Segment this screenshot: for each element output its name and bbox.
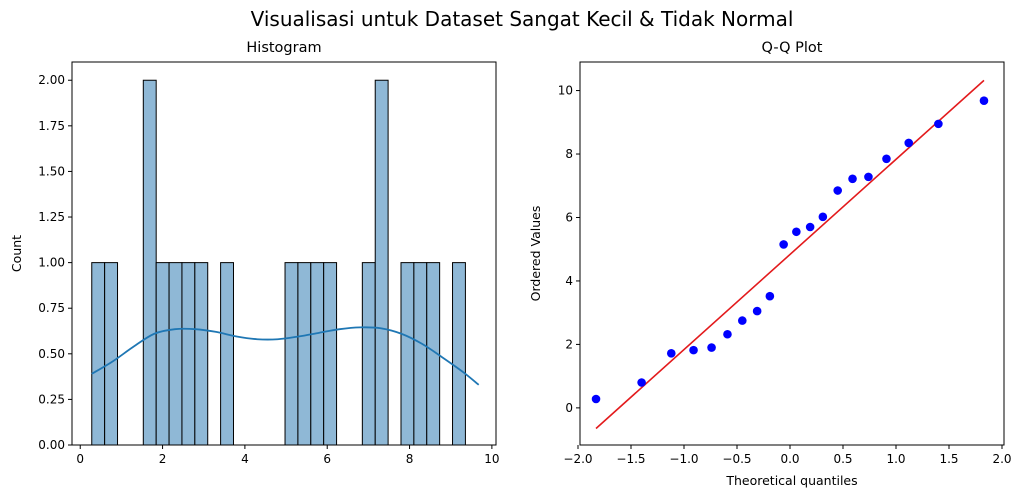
qq-plot-xtick-label: 2.0 <box>992 452 1011 466</box>
histogram-bar <box>181 262 196 446</box>
qq-plot-ytick-label: 0 <box>565 401 573 415</box>
histogram-xtick-label: 6 <box>323 452 331 466</box>
qq-plot-point <box>979 96 989 106</box>
qq-plot-xtick-label: 1.5 <box>939 452 958 466</box>
qq-plot-xtick-label: 1.0 <box>886 452 905 466</box>
histogram-ytick-label: 0.00 <box>38 438 65 452</box>
histogram-bar <box>400 262 415 446</box>
histogram-ytick-label: 1.50 <box>38 164 65 178</box>
qq-plot-xtick-label: −1.5 <box>616 452 645 466</box>
figure-suptitle: Visualisasi untuk Dataset Sangat Kecil &… <box>251 7 794 31</box>
histogram-ytick-label: 0.50 <box>38 347 65 361</box>
qq-plot-ytick-label: 6 <box>565 210 573 224</box>
qq-plot-xtick-label: −2.0 <box>563 452 592 466</box>
histogram-ytick-label: 1.00 <box>38 256 65 270</box>
histogram-xtick-label: 0 <box>76 452 84 466</box>
histogram-bar <box>297 262 312 446</box>
histogram-xtick-label: 4 <box>241 452 249 466</box>
histogram-bar <box>413 262 428 446</box>
qq-plot-point <box>637 378 646 387</box>
qq-plot-xticks: −2.0 −1.5 −1.0 −0.5 0.0 0.5 1.0 1.5 2.0 <box>563 445 1012 466</box>
qq-plot-point <box>752 306 762 316</box>
qq-plot-point <box>723 329 732 339</box>
histogram-bar <box>374 79 389 446</box>
qq-plot-ytick-label: 4 <box>565 274 573 288</box>
qq-plot-points <box>591 96 989 404</box>
qq-plot-xtick-label: 0.0 <box>780 452 799 466</box>
qq-plot-xlabel: Theoretical quantiles <box>725 473 857 488</box>
qq-plot-point <box>864 172 873 182</box>
histogram-bar <box>361 262 376 446</box>
histogram-xtick-label: 8 <box>406 452 414 466</box>
histogram-bar <box>91 262 106 446</box>
histogram-ytick-label: 1.75 <box>38 119 65 133</box>
qq-plot-point <box>882 154 891 164</box>
histogram-bar <box>310 262 325 446</box>
histogram-yticks: 0.00 0.25 0.50 0.75 1.00 1.25 1.50 1.75 2.00 <box>38 73 72 452</box>
histogram-kde-line <box>91 326 480 386</box>
histogram-bars <box>91 79 466 446</box>
histogram-xtick-label: 2 <box>159 452 167 466</box>
histogram-bar <box>155 262 170 446</box>
qq-plot-point <box>666 348 676 358</box>
qq-plot-point <box>707 343 716 352</box>
histogram-bar <box>323 262 338 446</box>
qq-plot-point <box>818 212 828 222</box>
qq-plot-point <box>848 174 857 184</box>
histogram-ytick-label: 0.75 <box>38 301 65 315</box>
histogram-ytick-label: 2.00 <box>38 73 65 87</box>
histogram-title: Histogram <box>246 40 321 56</box>
histogram-bar <box>168 262 183 446</box>
qq-plot-axes-frame <box>579 61 1005 446</box>
qq-plot-point <box>792 227 801 237</box>
qq-plot-ytick-label: 2 <box>565 337 573 351</box>
qq-plot-yticks: 0 2 4 6 8 10 <box>558 84 580 415</box>
qq-plot-ytick-label: 8 <box>565 147 573 161</box>
qq-plot-point <box>591 394 601 404</box>
histogram-ytick-label: 0.25 <box>38 392 65 406</box>
qq-plot-title: Q-Q Plot <box>762 40 823 56</box>
histogram-xtick-label: 10 <box>484 452 499 466</box>
qq-plot-point <box>904 138 914 148</box>
qq-plot-point <box>805 222 815 232</box>
histogram-ytick-label: 1.25 <box>38 210 65 224</box>
histogram-ylabel: Count <box>9 235 24 272</box>
qq-plot-point <box>934 119 943 129</box>
qq-plot-point <box>833 186 842 195</box>
histogram-bar <box>142 79 157 446</box>
histogram-xticks: 0 2 4 6 8 10 <box>76 445 500 466</box>
histogram-bar <box>104 262 119 446</box>
histogram-bar <box>194 262 209 446</box>
histogram-panel: Histogram Count 0 2 4 6 8 10 0.00 0.25 0.50 0.75… <box>9 40 500 466</box>
qq-plot-point <box>689 345 698 355</box>
histogram-bar <box>284 262 299 446</box>
qq-plot-xtick-label: 0.5 <box>833 452 852 466</box>
qq-plot-point <box>779 240 788 249</box>
histogram-bar <box>220 262 234 446</box>
histogram-bar <box>452 262 466 446</box>
qq-plot-ylabel: Ordered Values <box>528 206 543 302</box>
qq-plot-xtick-label: −1.0 <box>669 452 698 466</box>
qq-plot-ytick-label: 10 <box>558 84 573 98</box>
qq-plot-point <box>765 291 775 301</box>
qq-plot-point <box>738 316 747 325</box>
qq-plot-panel: Q-Q Plot Theoretical quantiles Ordered V… <box>528 40 1012 488</box>
qq-plot-xtick-label: −0.5 <box>722 452 751 466</box>
histogram-axes-frame <box>71 61 497 446</box>
qq-plot-fit-line <box>595 79 985 430</box>
